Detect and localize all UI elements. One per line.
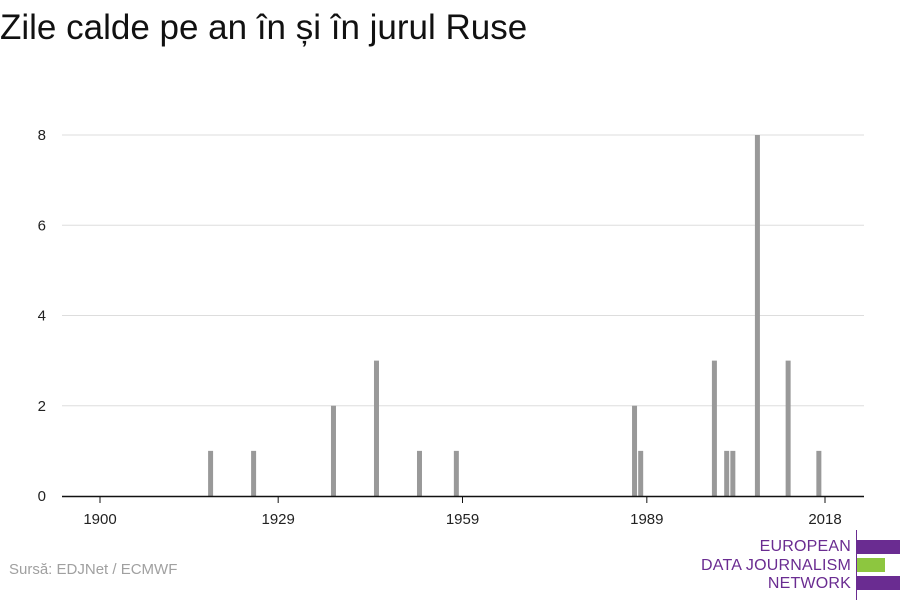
logo-bar-bottom [857,576,900,590]
x-tick-label-1989: 1989 [630,511,663,528]
bar-1988 [638,450,644,496]
y-tick-label-8: 8 [38,127,46,144]
x-tick-label-2018: 2018 [808,511,841,528]
bar-1945 [373,360,379,496]
bar-1987 [632,405,638,496]
bar-2003 [730,450,736,496]
logo-line-3: NETWORK [767,575,851,592]
source-note: Sursă: EDJNet / ECMWF [9,561,178,578]
logo-bar-top [857,540,900,554]
logo-divider [856,530,857,600]
x-tick-label-1959: 1959 [446,511,479,528]
edjnet-logo: EUROPEAN DATA JOURNALISM NETWORK [700,530,900,600]
bar-1918 [208,450,214,496]
bar-2002 [724,450,730,496]
y-tick-label-0: 0 [38,488,46,505]
x-axis-ticks: 1900 1929 1959 1989 2018 [83,496,842,528]
y-tick-label-2: 2 [38,398,46,415]
y-axis-ticks: 0 2 4 6 8 [38,127,46,505]
bar-2012 [785,360,791,496]
bar-1952 [416,450,422,496]
logo-bar-middle [857,558,885,572]
bars [208,135,822,496]
logo-line-1: EUROPEAN [759,538,851,555]
y-tick-label-6: 6 [38,217,46,234]
y-tick-label-4: 4 [38,308,46,325]
chart-title: Zile calde pe an în și în jurul Ruse [0,8,528,47]
bar-2000 [711,360,717,496]
x-tick-label-1900: 1900 [83,511,116,528]
bar-1925 [251,450,257,496]
x-tick-label-1929: 1929 [261,511,294,528]
bar-2007 [754,135,760,496]
gridlines [62,134,864,407]
bar-1938 [330,405,336,496]
logo-line-2: DATA JOURNALISM [701,557,851,574]
bar-2017 [816,450,822,496]
bar-1958 [453,450,459,496]
